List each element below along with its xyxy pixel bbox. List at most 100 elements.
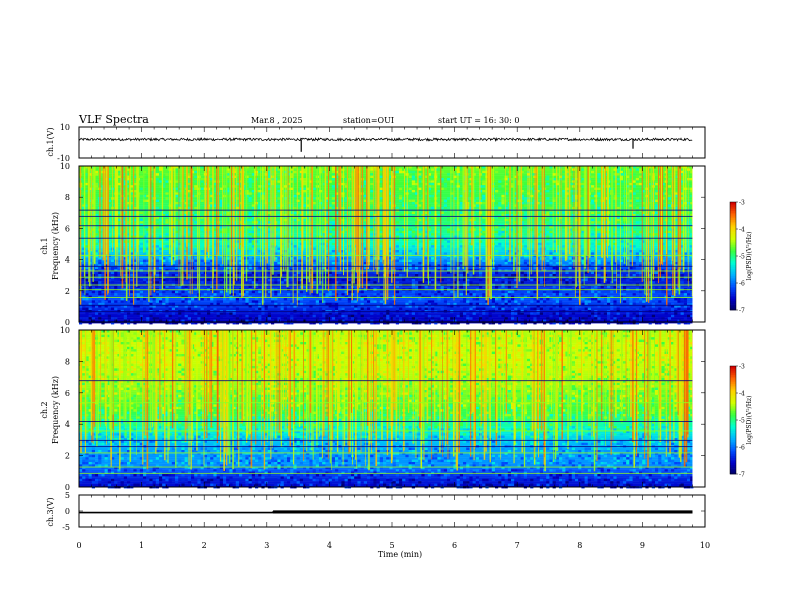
ch1-spec-noise-cell (453, 180, 457, 183)
ch1-spec-noise-cell (114, 286, 118, 289)
ch1-spec-noise-cell (251, 233, 255, 236)
ch1-spec-noise-cell (354, 264, 358, 267)
ch1-spec-noise-cell (370, 312, 374, 315)
ch1-spec-noise-cell (559, 312, 563, 315)
ch1-spec-noise-cell (139, 242, 143, 246)
ch1-spec-noise-cell (373, 271, 377, 274)
ch1-spec-noise-cell (443, 199, 447, 202)
ch1-spec-noise-cell (501, 199, 505, 202)
ch1-spec-noise-cell (399, 199, 403, 202)
ch1-spec-noise-cell (149, 305, 153, 308)
ch1-spec-noise-cell (258, 293, 262, 296)
ch1-spec-noise-cell (520, 307, 524, 310)
ch1-spec-noise-cell (469, 269, 473, 272)
ch1-spec-noise-cell (274, 262, 278, 265)
ch1-spec-noise-cell (559, 230, 563, 234)
ch1-spec-noise-cell (213, 307, 217, 310)
ch1-spec-noise-cell (482, 312, 486, 315)
ch1-spec-noise-cell (91, 281, 95, 284)
ch1-spec-noise-cell (200, 295, 204, 298)
ch1-spec-noise-cell (283, 317, 287, 320)
ch1-spec-noise-cell (501, 254, 505, 258)
ch1-spec-noise-cell (127, 305, 131, 308)
ch1-spec-noise-cell (568, 307, 572, 310)
ch1-spec-noise-cell (552, 319, 556, 322)
ch1-spec-noise-cell (210, 192, 214, 195)
ch1-spec-noise-cell (347, 300, 351, 303)
ch1-spec-noise-cell (171, 312, 175, 315)
ch1-spec-noise-cell (498, 238, 502, 241)
ch1-spec-noise-cell (523, 214, 527, 217)
ch1-spec-noise-cell (248, 305, 252, 308)
ch1-spec-noise-cell (571, 170, 575, 174)
ch1-spec-noise-cell (155, 281, 159, 284)
ch1-spec-noise-cell (549, 242, 553, 246)
ch1-spec-noise-cell (354, 247, 358, 250)
ch1-spec-noise-cell (418, 312, 422, 315)
ch1-spec-noise-cell (479, 216, 483, 219)
ch1-spec-noise-cell (363, 230, 367, 234)
ch1-spec-noise-cell (559, 266, 563, 270)
ch1-spec-noise-cell (127, 185, 131, 188)
ch1-spec-noise-cell (555, 180, 559, 183)
ch1-spec-noise-cell (303, 302, 307, 306)
ch1-spec-noise-cell (338, 230, 342, 234)
ch1-spec-noise-cell (155, 199, 159, 202)
ch1-spec-noise-cell (85, 278, 89, 282)
ch1-spec-noise-cell (520, 250, 524, 253)
ch1-spec-noise-cell (517, 295, 521, 298)
ch1-spec-noise-cell (165, 247, 169, 250)
ch1-spec-noise-cell (312, 199, 316, 202)
ch1-spec-noise-cell (184, 281, 188, 284)
ch1-spec-noise-cell (127, 221, 131, 224)
ch1-spec-noise-cell (399, 214, 403, 217)
ch1-spec-noise-cell (159, 238, 163, 241)
ch1-spec-noise-cell (415, 223, 419, 226)
ch1-spec-noise-cell (389, 202, 393, 205)
ch1-spec-noise-cell (331, 242, 335, 246)
ch1-spec-noise-cell (437, 218, 441, 222)
ch1-spec-noise-cell (498, 233, 502, 236)
ch1-spec-noise-cell (527, 216, 531, 219)
ch1-spec-noise-cell (475, 307, 479, 310)
ch1-spec-noise-cell (171, 242, 175, 246)
ch1-spec-noise-cell (146, 233, 150, 236)
ch1-spec-noise-cell (267, 221, 271, 224)
ch1-spec-noise-cell (568, 322, 572, 325)
ch1-spec-noise-cell (293, 257, 297, 260)
ch1-spec-noise-cell (469, 307, 473, 310)
ch1-spec-noise-cell (258, 305, 262, 308)
ch1-spec-noise-cell (395, 254, 399, 258)
ch1-spec-noise-cell (559, 314, 563, 318)
ch1-spec-noise-cell (187, 173, 191, 176)
ch1-spec-noise-cell (117, 166, 121, 169)
ch1-spec-noise-cell (267, 230, 271, 234)
ch1-spec-noise-cell (85, 240, 89, 243)
ch1-spec-noise-cell (219, 295, 223, 298)
ch1-spec-noise-cell (267, 290, 271, 294)
ch1-spec-noise-cell (418, 262, 422, 265)
ch1-spec-noise-cell (421, 312, 425, 315)
ch1-spec-noise-cell (379, 206, 383, 210)
ch1-spec-noise-cell (341, 218, 345, 222)
ch1-spec-noise-cell (552, 293, 556, 296)
ch1-spec-noise-cell (200, 298, 204, 301)
ch1-spec-noise-cell (175, 180, 179, 183)
ch1-spec-noise-cell (546, 264, 550, 267)
ch1-spec-noise-cell (319, 238, 323, 241)
ch1-spec-noise-cell (424, 307, 428, 310)
ch1-spec-noise-cell (427, 173, 431, 176)
ch1-spec-noise-cell (248, 214, 252, 217)
ch1-spec-noise-cell (155, 180, 159, 183)
ch1-spec-noise-cell (306, 293, 310, 296)
ch1-spec-noise-cell (139, 187, 143, 190)
ch1-spec-noise-cell (303, 245, 307, 248)
ch1-spec-noise-cell (523, 202, 527, 205)
ch1-spec-noise-cell (338, 298, 342, 301)
ch1-spec-noise-cell (437, 314, 441, 318)
ch1-spec-noise-cell (101, 322, 105, 325)
ch1-spec-noise-cell (251, 202, 255, 205)
ch1-spec-noise-cell (498, 216, 502, 219)
ch1-spec-noise-cell (511, 168, 515, 171)
ch1-spec-noise-cell (171, 178, 175, 181)
